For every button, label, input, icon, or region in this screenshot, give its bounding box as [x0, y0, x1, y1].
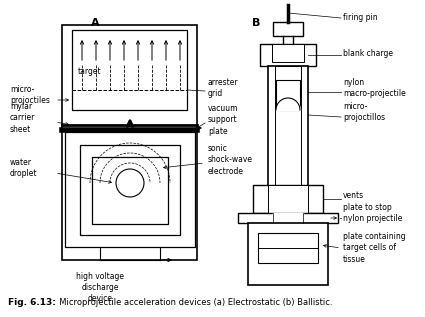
Text: nylon
macro-projectile: nylon macro-projectile	[343, 78, 406, 98]
Bar	[273, 22, 303, 36]
Text: vents: vents	[343, 191, 364, 200]
Bar	[72, 30, 187, 110]
Text: mylar
carrier
sheet: mylar carrier sheet	[10, 102, 35, 133]
Text: arrester
grid: arrester grid	[208, 78, 238, 98]
Text: micro-
projoctiles: micro- projoctiles	[10, 85, 50, 105]
Bar	[260, 44, 316, 66]
Bar	[253, 185, 323, 213]
Bar	[272, 44, 304, 62]
Text: vacuum
support
plate: vacuum support plate	[208, 104, 238, 136]
Bar	[276, 80, 300, 110]
Bar	[92, 157, 168, 224]
Text: high voltage
discharge
device: high voltage discharge device	[76, 272, 124, 303]
Text: blank charge: blank charge	[343, 49, 393, 57]
Text: plate containing
target cells of
tissue: plate containing target cells of tissue	[343, 232, 405, 264]
Text: target: target	[78, 68, 102, 76]
Bar	[268, 66, 308, 241]
Text: water
droplet: water droplet	[10, 158, 37, 178]
Text: plate to stop
nylon projectile: plate to stop nylon projectile	[343, 203, 402, 223]
Text: firing pin: firing pin	[343, 14, 378, 23]
Bar	[248, 223, 328, 285]
Bar	[275, 66, 301, 241]
Text: Microprojectile acceleration devices (a) Electrostatic (b) Ballistic.: Microprojectile acceleration devices (a)…	[54, 298, 332, 307]
Bar	[65, 132, 195, 247]
Text: sonic
shock-wave
electrode: sonic shock-wave electrode	[208, 145, 253, 176]
Bar	[62, 25, 197, 260]
Bar	[238, 213, 338, 223]
Bar	[268, 185, 308, 213]
Text: micro-
projoctillos: micro- projoctillos	[343, 102, 385, 122]
Bar	[80, 145, 180, 235]
Text: A: A	[91, 18, 99, 28]
Text: B: B	[252, 18, 261, 28]
Bar	[258, 233, 318, 263]
Text: Fig. 6.13:: Fig. 6.13:	[8, 298, 56, 307]
